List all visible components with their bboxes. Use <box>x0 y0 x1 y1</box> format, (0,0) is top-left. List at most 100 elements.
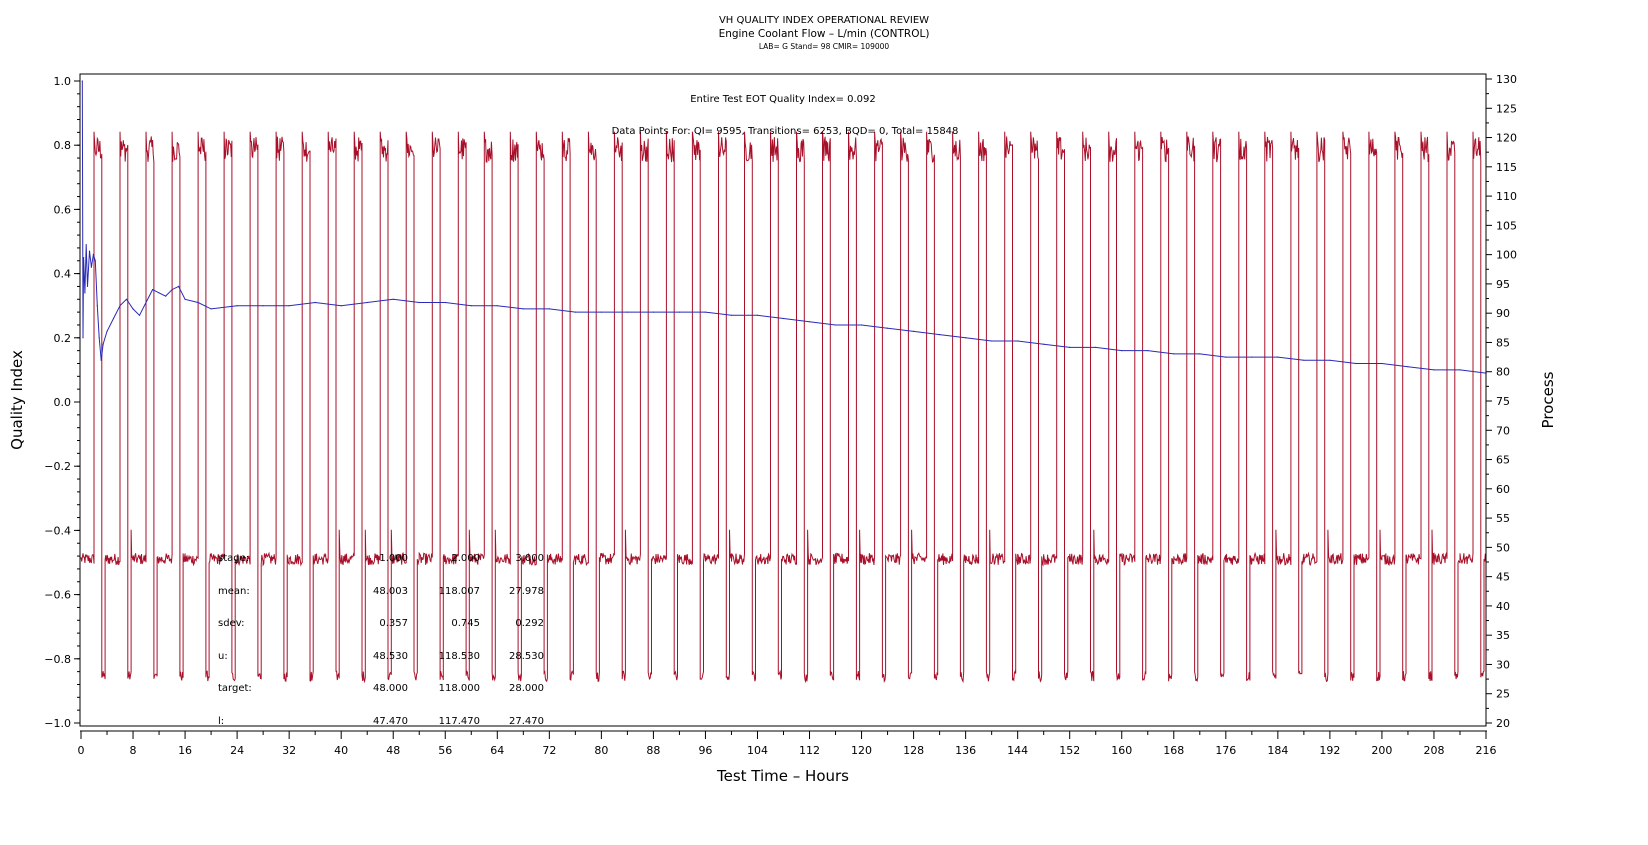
quality-index-point <box>314 301 316 304</box>
stats-row-label: u: <box>218 651 228 662</box>
x-tick-label: 208 <box>1423 744 1444 757</box>
quality-index-point <box>861 324 863 326</box>
quality-index-point <box>1277 356 1279 358</box>
quality-index-point <box>444 301 446 304</box>
quality-index-point <box>965 337 967 339</box>
stats-cell: 28.530 <box>509 651 544 662</box>
x-tick-label: 24 <box>230 744 244 757</box>
stats-cell: 47.470 <box>373 716 408 727</box>
x-tick-label: 96 <box>698 744 712 757</box>
quality-index-point <box>1147 350 1149 352</box>
y-axis-left: 1.0 0.8 0.6 0.4 0.2 0.0 −0.2 −0.4 −0.6 −0.8 −1.0 <box>44 75 80 730</box>
quality-index-point <box>418 301 420 304</box>
x-tick-label: 216 <box>1476 744 1497 757</box>
y-left-tick-label: 0.4 <box>54 268 72 281</box>
quality-index-point <box>145 301 147 304</box>
data-points-annotation: Data Points For: QI= 9595, Transitions= … <box>612 126 959 137</box>
quality-index-point <box>808 321 811 323</box>
eot-quality-index-annotation: Entire Test EOT Quality Index= 0.092 <box>690 94 876 105</box>
y-left-tick-label: 0.8 <box>54 139 72 152</box>
y-right-tick-label: 105 <box>1496 219 1517 232</box>
x-tick-label: 0 <box>78 744 85 757</box>
quality-index-point <box>756 314 759 316</box>
y-axis-left-title: Quality Index <box>8 350 26 450</box>
quality-index-point <box>100 359 102 361</box>
quality-index-point <box>340 305 342 307</box>
quality-index-point <box>1199 353 1201 355</box>
y-axis-right: 130 125 120 115 110 105 100 95 90 85 80 75 70 65 60 55 5… <box>1486 73 1517 730</box>
quality-index-point <box>600 311 603 313</box>
y-left-tick-label: −1.0 <box>44 717 71 730</box>
y-right-tick-label: 125 <box>1496 102 1517 115</box>
quality-index-point <box>1225 356 1227 358</box>
x-tick-label: 128 <box>903 744 924 757</box>
quality-index-point <box>138 314 141 316</box>
stats-cell: 27.470 <box>509 716 544 727</box>
quality-index-point <box>1303 359 1305 361</box>
x-tick-label: 8 <box>130 744 137 757</box>
y-right-tick-label: 25 <box>1496 688 1510 701</box>
quality-index-point <box>152 289 154 291</box>
quality-index-point <box>834 324 837 326</box>
quality-index-point <box>94 260 96 262</box>
y-right-tick-label: 80 <box>1496 366 1510 379</box>
quality-index-point <box>678 311 681 313</box>
y-right-tick-label: 45 <box>1496 571 1510 584</box>
stats-cell: 48.530 <box>373 651 408 662</box>
process-line <box>80 131 1487 684</box>
chart-subsubtitle: LAB= G Stand= 98 CMIR= 109000 <box>758 42 890 51</box>
stats-table: stage: 1.000 2.000 3.000 mean: 48.003 118.007 2… <box>218 553 544 727</box>
x-tick-label: 176 <box>1215 744 1236 757</box>
stats-row-label: stage: <box>218 553 249 564</box>
quality-index-line <box>81 80 1487 374</box>
y-right-tick-label: 35 <box>1496 629 1510 642</box>
x-tick-label: 192 <box>1319 744 1340 757</box>
quality-index-point <box>887 327 889 329</box>
quality-index-point <box>522 308 524 310</box>
y-axis-right-title: Process <box>1539 371 1557 428</box>
quality-index-point <box>392 298 394 300</box>
quality-index-point <box>1173 353 1175 355</box>
quality-index-point <box>991 340 993 342</box>
quality-index-point <box>1433 369 1435 371</box>
stats-cell: 0.745 <box>451 618 480 629</box>
x-tick-label: 32 <box>282 744 296 757</box>
quality-index-point <box>88 250 91 252</box>
stats-cell: 118.000 <box>439 683 480 694</box>
quality-index-point <box>730 314 733 316</box>
stats-cell: 48.003 <box>373 586 408 597</box>
x-tick-label: 72 <box>542 744 556 757</box>
x-tick-label: 152 <box>1059 744 1080 757</box>
stats-cell: 27.978 <box>509 586 544 597</box>
y-right-tick-label: 20 <box>1496 717 1510 730</box>
y-right-tick-label: 100 <box>1496 249 1517 262</box>
x-tick-label: 120 <box>851 744 872 757</box>
plot-frame <box>79 73 1487 727</box>
quality-index-point <box>84 292 86 294</box>
y-right-tick-label: 130 <box>1496 73 1517 86</box>
stats-cell: 28.000 <box>509 683 544 694</box>
quality-index-point <box>96 305 98 307</box>
quality-index-point <box>470 305 472 307</box>
y-left-tick-label: −0.2 <box>44 460 71 473</box>
y-left-tick-label: 1.0 <box>54 75 72 88</box>
quality-index-point <box>704 311 707 313</box>
quality-index-point <box>125 298 128 300</box>
quality-index-point <box>1459 369 1461 371</box>
stats-row-label: sdev: <box>218 618 244 629</box>
quality-index-point <box>132 308 134 310</box>
stats-row-label: target: <box>218 683 252 694</box>
quality-index-point <box>171 289 173 291</box>
quality-index-point <box>210 308 212 310</box>
quality-index-point <box>574 311 577 313</box>
quality-index-point <box>165 295 167 297</box>
y-left-tick-label: 0.0 <box>54 396 72 409</box>
quality-index-point <box>1329 359 1331 361</box>
y-right-tick-label: 40 <box>1496 600 1510 613</box>
quality-index-point <box>197 301 199 304</box>
y-right-tick-label: 50 <box>1496 541 1510 554</box>
quality-index-point <box>652 311 655 313</box>
quality-index-point <box>83 257 85 259</box>
x-tick-label: 200 <box>1371 744 1392 757</box>
quality-index-point <box>288 305 290 307</box>
